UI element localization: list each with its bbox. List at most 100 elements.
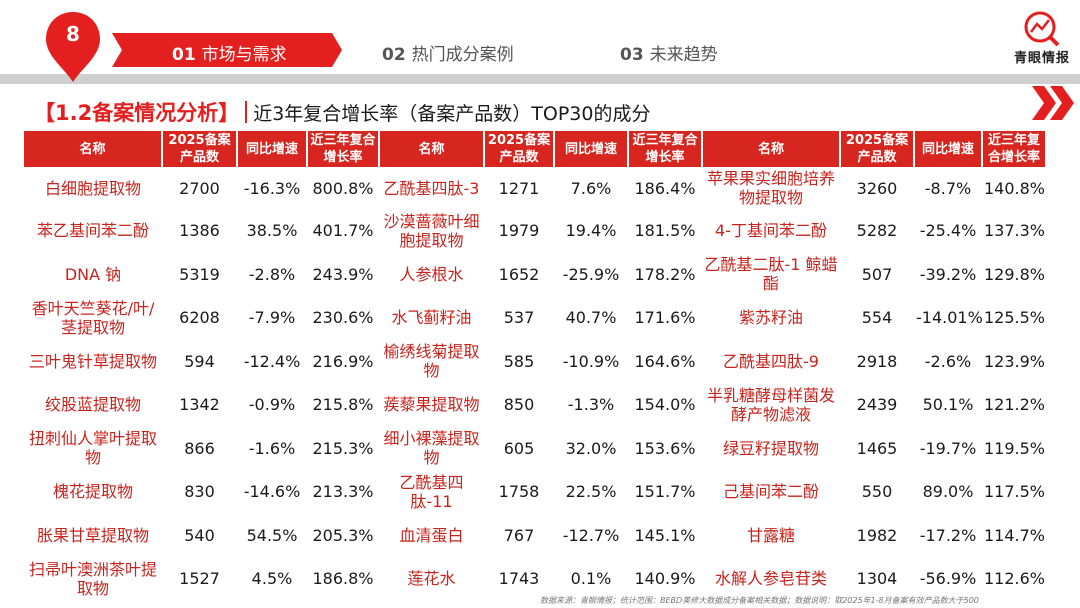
column-header-yoy: 同比增速 bbox=[237, 131, 308, 167]
tab-future-trends[interactable]: 03 未来趋势 bbox=[620, 45, 718, 65]
cell-count: 1758 bbox=[498, 482, 540, 502]
cell-name: 沙漠蔷薇叶细胞提取物 bbox=[383, 211, 480, 250]
column-header-count: 2025备案产品数 bbox=[484, 131, 555, 167]
cell-count: 767 bbox=[503, 525, 535, 545]
cell-yoy: -39.2% bbox=[919, 264, 977, 284]
cell-name: 扫帚叶澳洲茶叶提取物 bbox=[28, 559, 157, 598]
cell-name: 水解人参皂苷类 bbox=[714, 569, 827, 589]
cell-cagr: 205.3% bbox=[312, 525, 374, 545]
cell-cagr: 243.9% bbox=[312, 264, 374, 284]
cell-yoy: -1.3% bbox=[567, 395, 615, 415]
cell-count: 3260 bbox=[856, 178, 898, 198]
cell-cagr: 215.3% bbox=[312, 438, 374, 458]
cell-count: 537 bbox=[503, 308, 535, 328]
cell-yoy: -14.01% bbox=[916, 308, 983, 328]
cell-name: 乙酰基四肽-11 bbox=[399, 472, 464, 511]
cell-count: 5282 bbox=[856, 221, 898, 241]
cell-cagr: 153.6% bbox=[634, 438, 696, 458]
table-row: 苯乙基间苯二酚 1386 38.5% 401.7% 沙漠蔷薇叶细胞提取物 1979 19.4… bbox=[24, 209, 1046, 253]
cell-count: 605 bbox=[503, 438, 535, 458]
cell-name: 苹果果实细胞培养物提取物 bbox=[706, 169, 835, 207]
cell-count: 2700 bbox=[179, 178, 220, 198]
cell-count: 540 bbox=[184, 525, 215, 545]
cell-yoy: 19.4% bbox=[565, 221, 617, 241]
tab-hot-ingredients[interactable]: 02 热门成分案例 bbox=[382, 45, 514, 65]
cell-name: 人参根水 bbox=[399, 264, 464, 284]
cell-yoy: -56.9% bbox=[919, 569, 977, 589]
column-header-count: 2025备案产品数 bbox=[840, 131, 915, 167]
page-number: 8 bbox=[66, 22, 80, 46]
table-row: 白细胞提取物 2700 -16.3% 800.8% 乙酰基四肽-3 1271 7.6% 186… bbox=[24, 167, 1046, 209]
cell-cagr: 140.8% bbox=[984, 178, 1046, 198]
cell-count: 1465 bbox=[856, 438, 898, 458]
cell-cagr: 129.8% bbox=[984, 264, 1046, 284]
column-header-cagr: 近三年复合增长率 bbox=[628, 131, 703, 167]
cell-yoy: 4.5% bbox=[251, 569, 293, 589]
cell-yoy: -17.2% bbox=[919, 525, 977, 545]
cell-count: 866 bbox=[184, 438, 215, 458]
cell-yoy: -10.9% bbox=[562, 351, 620, 371]
cell-cagr: 119.5% bbox=[984, 438, 1046, 458]
cell-name: 莲花水 bbox=[407, 569, 456, 589]
active-tab-shape bbox=[112, 33, 342, 67]
cell-yoy: -2.8% bbox=[248, 264, 296, 284]
cell-cagr: 117.5% bbox=[984, 482, 1046, 502]
cell-cagr: 215.8% bbox=[312, 395, 374, 415]
table-row: 槐花提取物 830 -14.6% 213.3% 乙酰基四肽-11 1758 22.5% 151… bbox=[24, 470, 1046, 514]
cell-name: 胀果甘草提取物 bbox=[36, 525, 149, 545]
cell-count: 1652 bbox=[498, 264, 540, 284]
cell-name: 苯乙基间苯二酚 bbox=[36, 221, 149, 241]
cell-name: 三叶鬼针草提取物 bbox=[28, 351, 157, 371]
cell-cagr: 112.6% bbox=[984, 569, 1046, 589]
cell-yoy: 7.6% bbox=[570, 178, 612, 198]
cell-count: 507 bbox=[861, 264, 893, 284]
cell-name: 香叶天竺葵花/叶/茎提取物 bbox=[31, 298, 155, 337]
cell-cagr: 800.8% bbox=[312, 178, 374, 198]
cell-cagr: 186.4% bbox=[634, 178, 696, 198]
cell-yoy: -2.6% bbox=[924, 351, 972, 371]
cell-count: 6208 bbox=[179, 308, 220, 328]
cell-count: 850 bbox=[503, 395, 535, 415]
tab-market-demand-label: 01 市场与需求 bbox=[172, 45, 287, 65]
page-number-pin-icon bbox=[46, 12, 100, 82]
cell-cagr: 213.3% bbox=[312, 482, 374, 502]
cell-cagr: 181.5% bbox=[634, 221, 696, 241]
cell-count: 1743 bbox=[498, 569, 540, 589]
cell-name: DNA 钠 bbox=[64, 264, 122, 284]
table-row: 扫帚叶澳洲茶叶提取物 1527 4.5% 186.8% 莲花水 1743 0.1% 140.9… bbox=[24, 557, 1046, 601]
cell-cagr: 123.9% bbox=[984, 351, 1046, 371]
cell-yoy: -25.9% bbox=[562, 264, 620, 284]
cell-count: 830 bbox=[184, 482, 215, 502]
cell-count: 585 bbox=[503, 351, 535, 371]
cell-count: 550 bbox=[861, 482, 893, 502]
cell-count: 1527 bbox=[179, 569, 220, 589]
cell-yoy: 54.5% bbox=[246, 525, 298, 545]
cell-cagr: 154.0% bbox=[634, 395, 696, 415]
cell-name: 甘露糖 bbox=[746, 525, 795, 545]
table-row: 三叶鬼针草提取物 594 -12.4% 216.9% 榆绣线菊提取物 585 -10.9% 1… bbox=[24, 340, 1046, 384]
column-header-name: 名称 bbox=[24, 131, 163, 167]
section-title: 【1.2备案情况分析】 bbox=[34, 101, 240, 125]
table-row: 扭刺仙人掌叶提取物 866 -1.6% 215.3% 细小裸藻提取物 605 32.0% 15… bbox=[24, 427, 1046, 471]
cell-name: 榆绣线菊提取物 bbox=[383, 342, 480, 381]
cell-count: 5319 bbox=[179, 264, 220, 284]
cell-yoy: -8.7% bbox=[924, 178, 972, 198]
cell-name: 白细胞提取物 bbox=[44, 178, 141, 198]
table-row: 绞股蓝提取物 1342 -0.9% 215.8% 蒺藜果提取物 850 -1.3% 154.0… bbox=[24, 383, 1046, 427]
cell-cagr: 178.2% bbox=[634, 264, 696, 284]
cell-name: 扭刺仙人掌叶提取物 bbox=[28, 429, 157, 468]
table-row: 胀果甘草提取物 540 54.5% 205.3% 血清蛋白 767 -12.7% 145.1%… bbox=[24, 514, 1046, 558]
magnifier-logo-icon bbox=[1024, 11, 1060, 47]
tab-market-demand[interactable]: 01 市场与需求 bbox=[112, 33, 342, 67]
cell-yoy: 32.0% bbox=[565, 438, 617, 458]
table-body: 白细胞提取物 2700 -16.3% 800.8% 乙酰基四肽-3 1271 7.6% 186… bbox=[24, 167, 1046, 601]
cell-count: 1304 bbox=[856, 569, 898, 589]
table-header: 名称 2025备案产品数 同比增速 近三年复合增长率 名称 2025备案产品数 同比增速 近三… bbox=[24, 131, 1047, 167]
cell-yoy: -1.6% bbox=[248, 438, 296, 458]
cell-yoy: -19.7% bbox=[919, 438, 977, 458]
table-header-row: 名称 2025备案产品数 同比增速 近三年复合增长率 名称 2025备案产品数 同比增速 近三… bbox=[24, 131, 1047, 167]
table-row: 香叶天竺葵花/叶/茎提取物 6208 -7.9% 230.6% 水飞蓟籽油 537 40.7… bbox=[24, 296, 1046, 340]
source-note: 数据来源：青眼情报；统计范围：BEBD美修大数据成分备案相关数据；数据说明：取2… bbox=[540, 596, 979, 605]
cell-count: 1982 bbox=[856, 525, 898, 545]
title-divider bbox=[245, 101, 248, 123]
